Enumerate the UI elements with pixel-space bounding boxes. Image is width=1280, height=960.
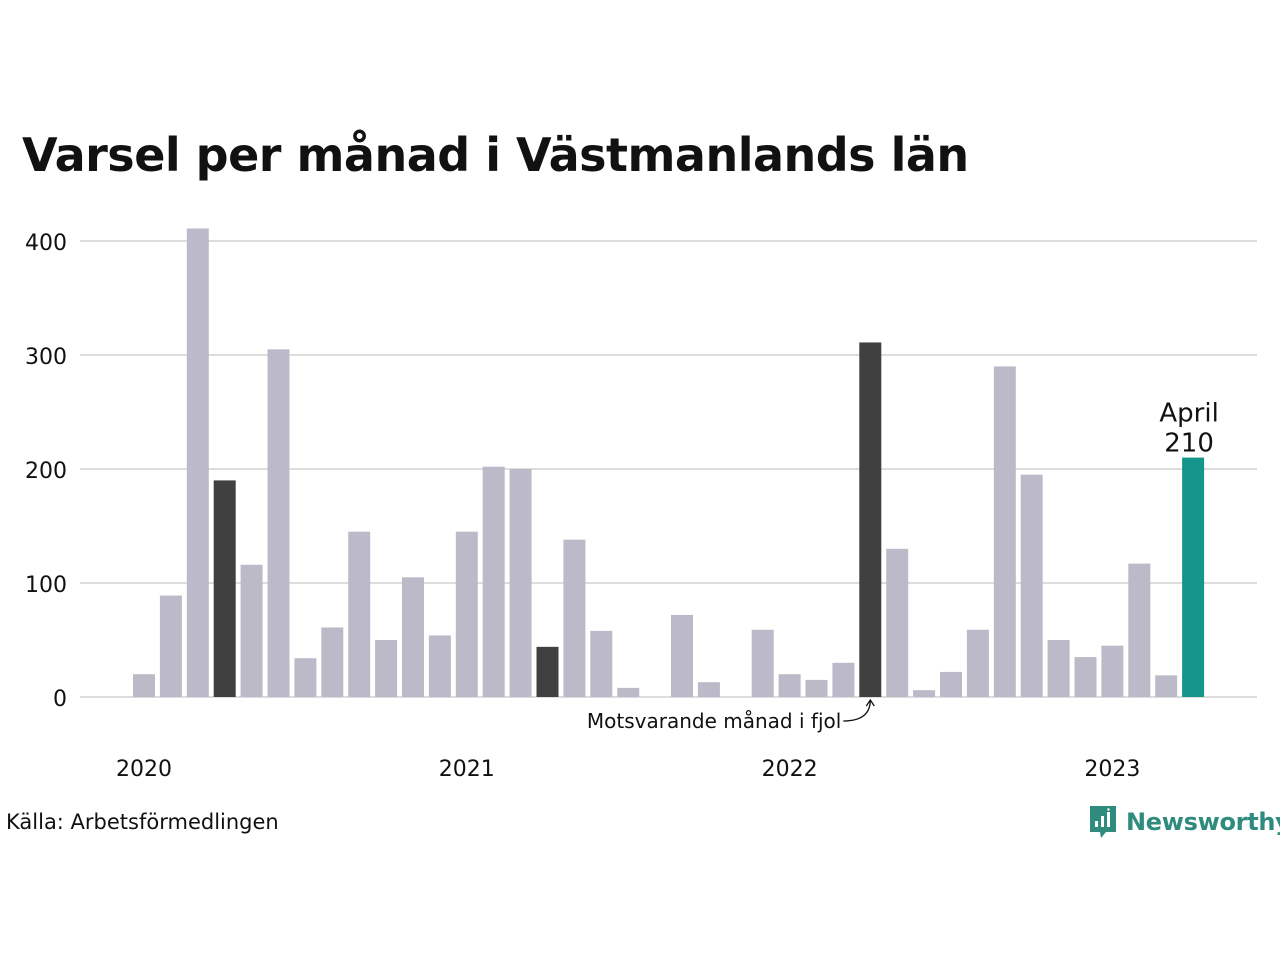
bar-2020-08 xyxy=(321,627,344,697)
bar-2022-04 xyxy=(859,342,882,697)
bar-2020-05 xyxy=(240,564,263,697)
y-tick-label: 100 xyxy=(25,573,67,598)
bar-2022-02 xyxy=(805,679,828,697)
y-tick-label: 400 xyxy=(25,231,67,256)
current-value-label: April 210 xyxy=(1159,399,1218,459)
annotation-arrow xyxy=(843,699,871,722)
brand-name: Newsworthy xyxy=(1126,808,1280,836)
brand-logo: Newsworthy xyxy=(1088,804,1280,840)
bar-2020-10 xyxy=(375,640,398,697)
bar-2023-04 xyxy=(1182,457,1205,697)
bar-2023-03 xyxy=(1155,675,1178,697)
bar-2021-09 xyxy=(671,614,693,697)
bar-2020-06 xyxy=(267,349,290,697)
current-month-label: April xyxy=(1159,399,1218,429)
bar-2022-08 xyxy=(966,629,989,697)
x-axis-year-labels: 2020 2021 2022 2023 xyxy=(116,757,1140,782)
bar-2022-11 xyxy=(1047,640,1070,697)
bar-2021-04 xyxy=(536,646,559,697)
annotation-arrowhead xyxy=(865,698,875,707)
y-tick-label: 300 xyxy=(25,345,67,370)
bar-2020-07 xyxy=(294,658,317,697)
source-note: Källa: Arbetsförmedlingen xyxy=(6,810,279,834)
bar-2021-06 xyxy=(590,630,613,697)
bar-2022-05 xyxy=(886,548,909,697)
y-tick-label: 0 xyxy=(53,687,67,712)
annotation-text: Motsvarande månad i fjol xyxy=(587,709,841,733)
y-tick-label: 200 xyxy=(25,459,67,484)
bar-2023-01 xyxy=(1101,645,1124,697)
bar-2020-12 xyxy=(428,635,451,697)
x-tick-label-2022: 2022 xyxy=(762,757,818,782)
bar-2020-02 xyxy=(159,595,182,697)
bar-2022-12 xyxy=(1074,657,1097,697)
x-tick-label-2023: 2023 xyxy=(1084,757,1140,782)
bar-chart: 0 100 200 300 400 2020 2021 2022 2023 April 210… xyxy=(25,228,1257,782)
bar-2022-01 xyxy=(778,674,801,697)
bar-2021-07 xyxy=(617,687,640,697)
bar-2023-02 xyxy=(1128,563,1151,697)
bar-2022-07 xyxy=(940,671,962,697)
bar-2020-01 xyxy=(133,674,155,697)
bar-2022-03 xyxy=(832,662,855,697)
bar-2021-12 xyxy=(751,629,774,697)
bar-2022-10 xyxy=(1020,474,1043,697)
chart-title: Varsel per månad i Västmanlands län xyxy=(22,128,969,182)
bar-2020-04 xyxy=(213,480,236,697)
bar-2021-01 xyxy=(455,531,478,697)
bar-2022-06 xyxy=(913,690,936,697)
newsworthy-logo-icon xyxy=(1090,806,1116,838)
bar-2020-11 xyxy=(402,577,424,697)
bar-2021-02 xyxy=(482,466,505,697)
y-axis-tick-labels: 0 100 200 300 400 xyxy=(25,231,67,712)
current-value-label-number: 210 xyxy=(1164,429,1214,459)
bar-2022-09 xyxy=(993,366,1016,697)
bar-2021-03 xyxy=(509,469,532,697)
bar-2020-03 xyxy=(186,228,209,697)
annotation: Motsvarande månad i fjol xyxy=(587,698,875,733)
x-tick-label-2020: 2020 xyxy=(116,757,172,782)
bar-2020-09 xyxy=(348,531,371,697)
x-tick-label-2021: 2021 xyxy=(439,757,495,782)
bar-2021-05 xyxy=(563,539,586,697)
bar-2021-10 xyxy=(697,682,720,697)
bars xyxy=(133,228,1205,697)
